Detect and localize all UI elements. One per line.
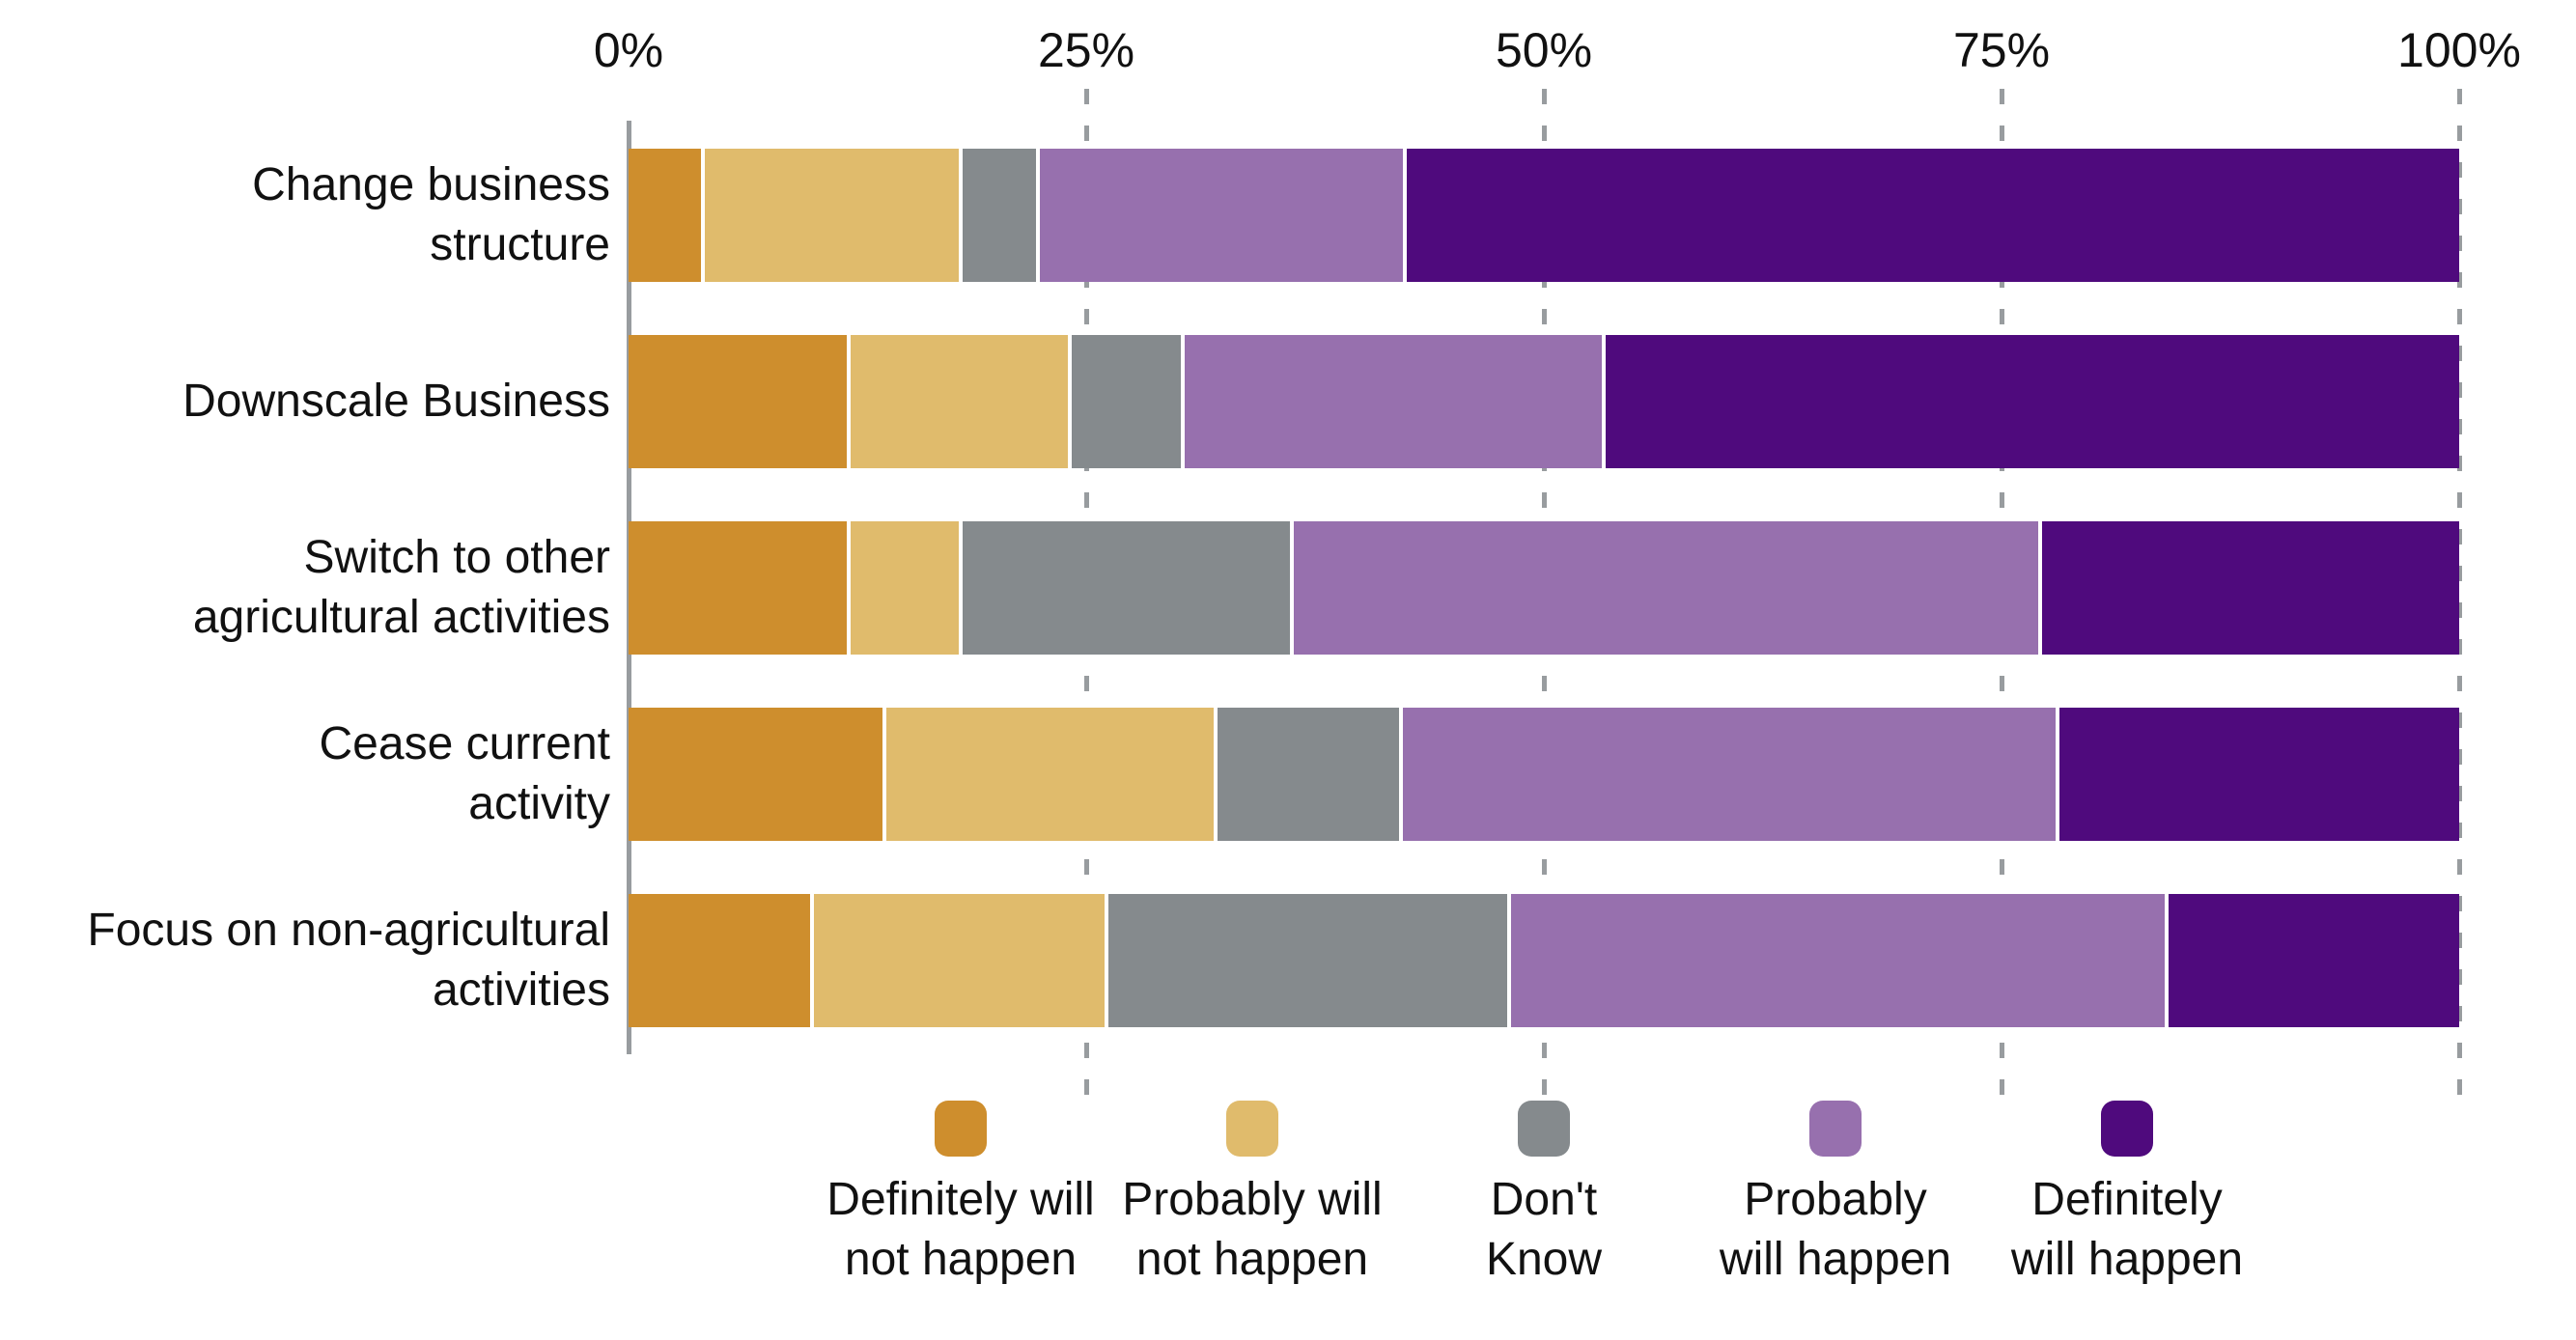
bar-segment — [1402, 708, 2057, 841]
legend-label-line: Don't — [1490, 1174, 1598, 1225]
row-label: Focus on non-agricultural activities — [0, 901, 610, 1020]
legend-label-line: not happen — [1135, 1234, 1369, 1285]
bar-segment — [963, 149, 1036, 282]
bar-segment — [1184, 335, 1603, 468]
legend-label-line: Probably — [1744, 1174, 1927, 1225]
row-label-line: Downscale Business — [182, 376, 610, 427]
legend-label-line: Know — [1485, 1234, 1603, 1285]
legend-label: Probably will happen — [1720, 1170, 1951, 1290]
legend-item: Don't Know — [1398, 1101, 1690, 1290]
row-label: Cease current activity — [0, 714, 610, 834]
row-label-line: Cease current — [319, 718, 610, 769]
x-axis-tick-label: 100% — [2397, 23, 2521, 77]
bar-segment — [814, 894, 1105, 1027]
legend-swatch — [935, 1101, 987, 1157]
legend-label: Definitely will happen — [2011, 1170, 2243, 1290]
legend-item: Probably will not happen — [1106, 1101, 1398, 1290]
bar-segment — [886, 708, 1214, 841]
row-label: Switch to other agricultural activities — [0, 528, 610, 648]
bar-segment — [629, 149, 702, 282]
bar-row — [629, 335, 2459, 468]
row-label-line: Change business — [252, 159, 610, 210]
row-label: Change business structure — [0, 155, 610, 275]
bar-segment — [1039, 149, 1403, 282]
legend-label: Probably will not happen — [1122, 1170, 1382, 1290]
legend-swatch — [2101, 1101, 2153, 1157]
bar-segment — [850, 521, 960, 655]
legend-item: Definitely will happen — [1981, 1101, 2273, 1290]
bar-segment — [705, 149, 960, 282]
bar-row — [629, 894, 2459, 1027]
legend-item: Definitely will not happen — [815, 1101, 1106, 1290]
bar-segment — [963, 521, 1290, 655]
bar-segment — [629, 335, 847, 468]
bar-segment — [1606, 335, 2459, 468]
bar-segment — [850, 335, 1069, 468]
row-label-line: activity — [468, 778, 610, 829]
legend-swatch — [1226, 1101, 1278, 1157]
bar-segment — [629, 708, 883, 841]
legend-label: Definitely will not happen — [826, 1170, 1094, 1290]
bar-segment — [1072, 335, 1181, 468]
bar-segment — [1217, 708, 1399, 841]
bar-segment — [2059, 708, 2459, 841]
legend-label-line: will happen — [1719, 1234, 1952, 1285]
x-axis-tick-label: 25% — [1037, 23, 1135, 77]
legend-label-line: Probably will — [1122, 1174, 1383, 1225]
legend: Definitely will not happen Probably will no… — [629, 1101, 2459, 1290]
row-label: Downscale Business — [0, 372, 610, 432]
bar-segment — [1293, 521, 2038, 655]
legend-label-line: Definitely will — [826, 1174, 1095, 1225]
legend-label-line: will happen — [2010, 1234, 2244, 1285]
row-label-line: Switch to other — [303, 532, 610, 583]
bar-segment — [2169, 894, 2459, 1027]
x-axis-tick-label: 75% — [1952, 23, 2051, 77]
row-label-line: agricultural activities — [192, 592, 610, 643]
legend-label-line: Definitely — [2031, 1174, 2223, 1225]
bar-segment — [1406, 149, 2460, 282]
bar-segment — [629, 521, 847, 655]
legend-label-line: not happen — [844, 1234, 1078, 1285]
gridline-100pct — [2456, 89, 2462, 1110]
row-label-line: activities — [432, 964, 610, 1016]
bar-segment — [2041, 521, 2459, 655]
bar-row — [629, 521, 2459, 655]
legend-label: Don't Know — [1486, 1170, 1602, 1290]
legend-swatch — [1518, 1101, 1570, 1157]
legend-item: Probably will happen — [1690, 1101, 1981, 1290]
bar-row — [629, 149, 2460, 282]
row-label-line: structure — [430, 219, 610, 270]
row-label-line: Focus on non-agricultural — [87, 905, 610, 956]
legend-swatch — [1809, 1101, 1862, 1157]
x-axis-tick-label: 50% — [1495, 23, 1593, 77]
x-axis-tick-label: 0% — [593, 23, 664, 77]
bar-row — [629, 708, 2459, 841]
bar-segment — [1511, 894, 2166, 1027]
bar-segment — [1107, 894, 1508, 1027]
bar-segment — [629, 894, 810, 1027]
